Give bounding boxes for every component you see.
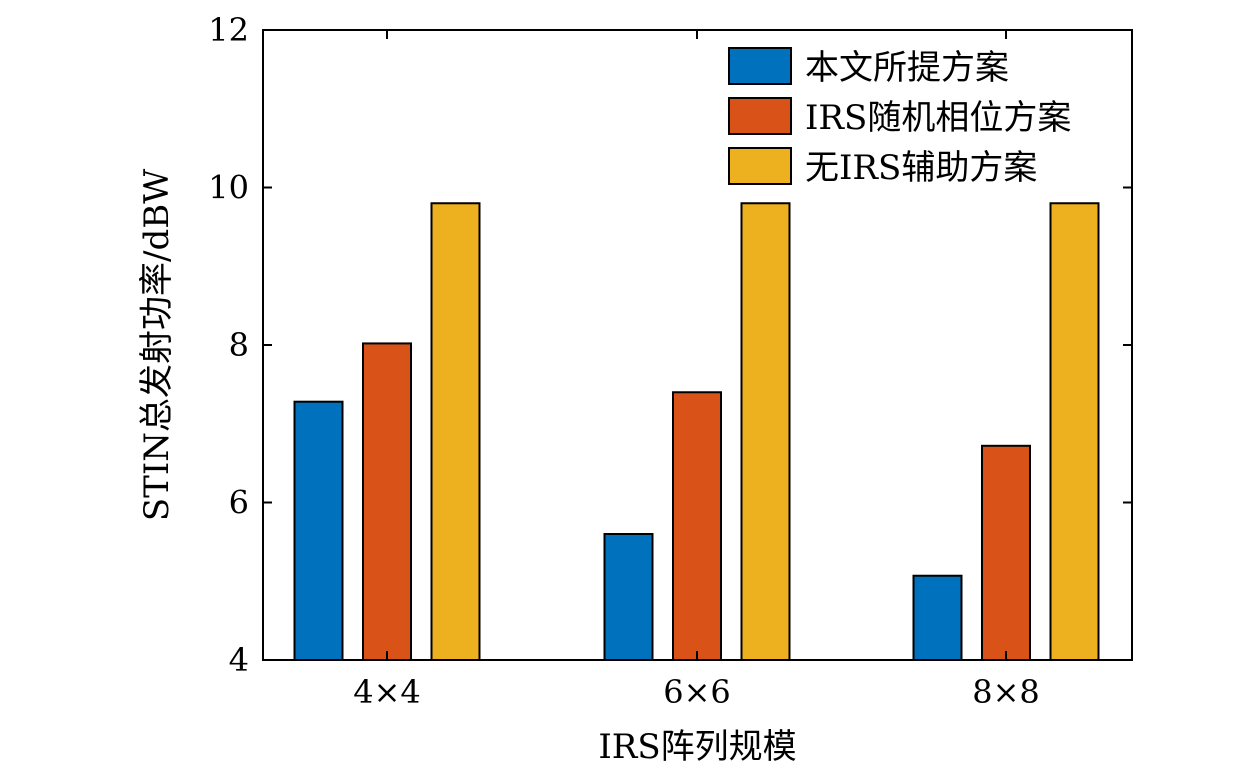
x-tick-label: 8×8 [972,673,1040,711]
bar-1-2 [603,533,654,661]
bar-3-3 [1049,202,1100,661]
legend-swatch-2 [728,97,792,135]
legend-label-1: 本文所提方案 [805,48,1009,88]
x-tick-label: 6×6 [663,673,731,711]
legend-swatch-3 [728,147,792,185]
bar-1-3 [912,574,963,661]
legend-label-3: 无IRS辅助方案 [805,148,1037,188]
y-axis-label: STIN总发射功率/dBW [137,169,177,521]
bar-2-1 [362,342,412,661]
legend-label-2: IRS随机相位方案 [805,98,1071,138]
x-axis-label: IRS阵列规模 [598,727,796,767]
y-tick-label: 6 [229,484,249,522]
bar-3-1 [430,202,481,661]
y-tick-label: 4 [229,641,249,679]
bar-2-3 [981,444,1031,661]
ticks-layer: 4 6 8 10 12 4×4 6×6 8×8 [208,11,1132,711]
legend-swatch-1 [728,47,792,85]
bar-2-2 [672,391,722,661]
bar-3-2 [740,202,791,661]
bars-layer [293,202,1100,661]
bar-1-1 [293,400,344,661]
x-tick-label: 4×4 [353,673,421,711]
y-tick-label: 12 [208,11,249,49]
y-tick-label: 8 [229,326,249,364]
y-tick-label: 10 [208,169,249,207]
